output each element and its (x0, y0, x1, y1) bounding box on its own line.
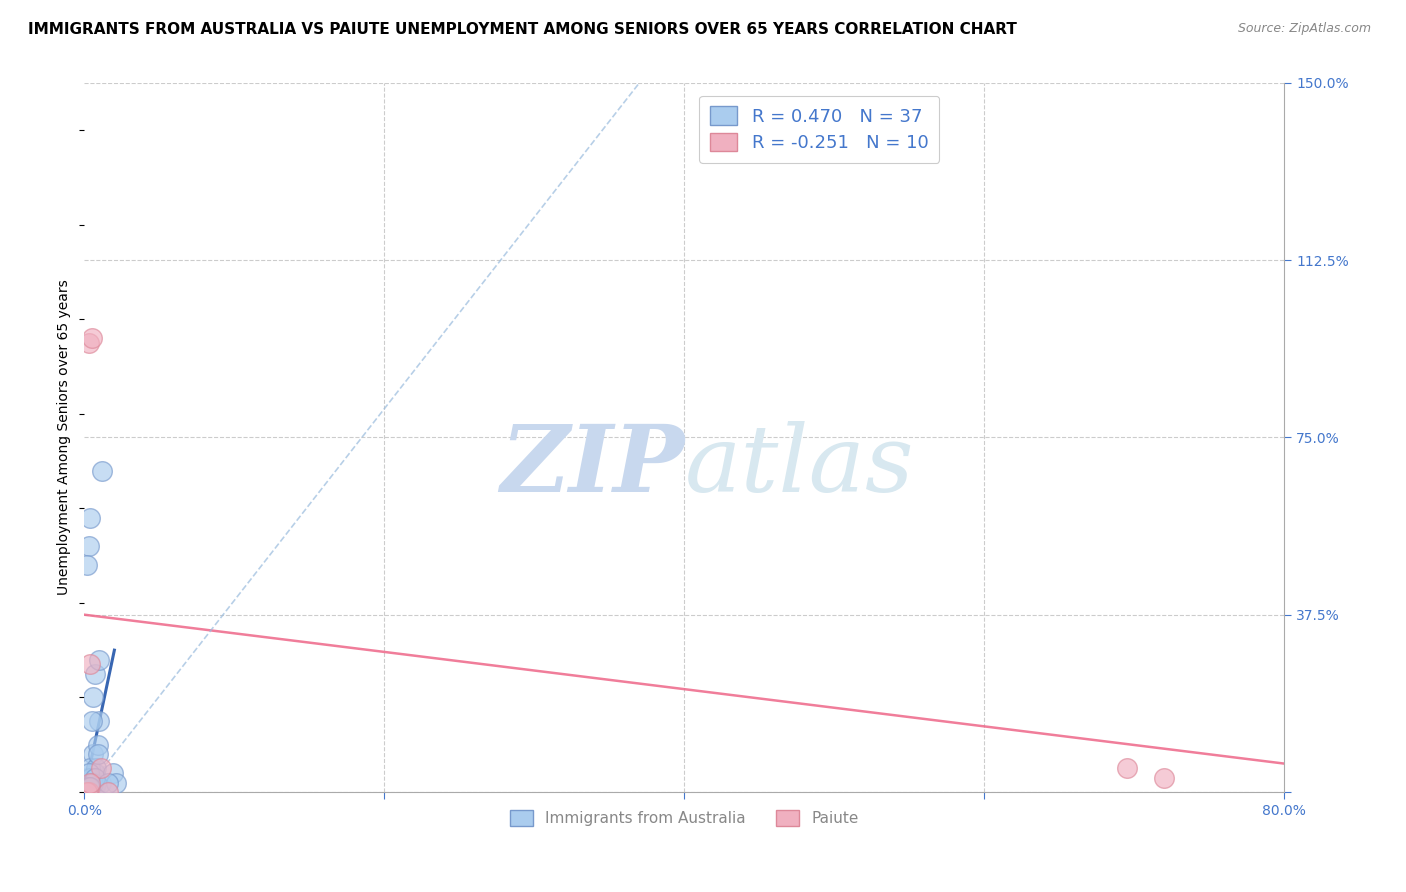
Point (91, 464, 114, 478)
Point (86, 775, 108, 789)
Point (1115, 761, 1137, 775)
Point (1153, 771, 1175, 785)
Point (80, 771, 103, 785)
Point (76, 771, 98, 785)
Point (87, 738, 110, 752)
Point (83, 780, 105, 795)
Point (79, 775, 101, 789)
Point (104, 775, 127, 789)
Text: ZIP: ZIP (501, 421, 685, 511)
Point (79, 775, 101, 789)
Point (83, 666, 105, 681)
Point (77, 780, 100, 795)
Point (80, 331, 103, 345)
Point (77, 766, 100, 780)
Point (87, 747, 110, 761)
Point (82, 690, 104, 705)
Point (82, 778, 104, 792)
Point (101, 766, 124, 780)
Point (80, 775, 103, 789)
Point (90, 775, 112, 789)
Point (79, 761, 101, 775)
Point (77, 539, 100, 553)
Point (97, 775, 120, 789)
Point (77, 780, 100, 795)
Point (80, 775, 103, 789)
Point (76, 785, 98, 799)
Point (89, 652, 111, 666)
Point (79, 657, 101, 672)
Point (79, 780, 101, 795)
Point (77, 335, 100, 350)
Legend: Immigrants from Australia, Paiute: Immigrants from Australia, Paiute (502, 803, 866, 834)
Y-axis label: Unemployment Among Seniors over 65 years: Unemployment Among Seniors over 65 years (58, 279, 72, 595)
Point (79, 782, 101, 797)
Point (80, 714, 103, 728)
Point (97, 785, 120, 799)
Point (82, 747, 104, 761)
Point (82, 775, 104, 789)
Point (77, 785, 100, 799)
Point (77, 780, 100, 795)
Point (79, 771, 101, 785)
Point (90, 761, 112, 775)
Point (86, 761, 108, 775)
Point (76, 558, 98, 572)
Point (79, 510, 101, 524)
Text: Source: ZipAtlas.com: Source: ZipAtlas.com (1237, 22, 1371, 36)
Text: IMMIGRANTS FROM AUSTRALIA VS PAIUTE UNEMPLOYMENT AMONG SENIORS OVER 65 YEARS COR: IMMIGRANTS FROM AUSTRALIA VS PAIUTE UNEM… (28, 22, 1017, 37)
Text: atlas: atlas (685, 421, 914, 511)
Point (76, 780, 98, 795)
Point (83, 766, 105, 780)
Point (83, 771, 105, 785)
Point (89, 714, 111, 728)
